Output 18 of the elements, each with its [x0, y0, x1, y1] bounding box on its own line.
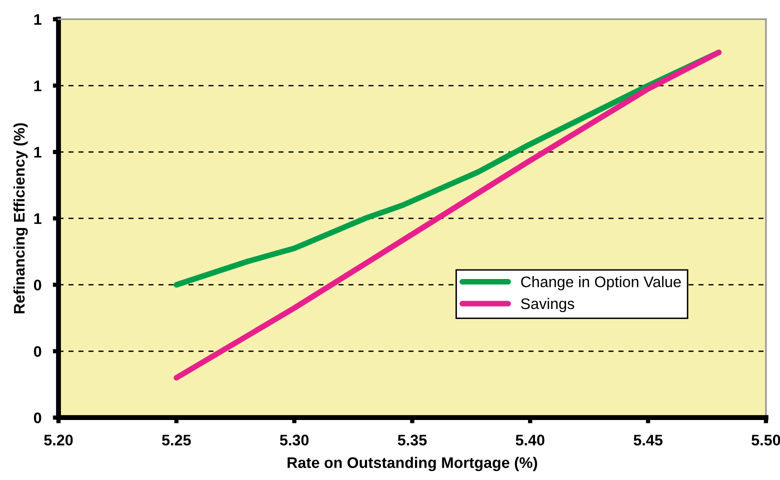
x-tick-label: 5.45: [634, 434, 662, 446]
x-tick-label: 5.40: [516, 434, 544, 446]
x-tick-label: 5.50: [752, 434, 780, 446]
y-tick-label: 0: [34, 346, 42, 357]
x-axis-title: Rate on Outstanding Mortgage (%): [288, 456, 538, 472]
x-tick-label: 5.20: [44, 434, 73, 446]
y-axis-title: Refinancing Efficiency (%): [13, 123, 28, 314]
y-tick-label: 1: [34, 14, 42, 25]
y-tick-label: 1: [34, 147, 42, 158]
x-tick-label: 5.25: [162, 434, 191, 446]
legend-label: Change in Option Value: [521, 276, 681, 290]
legend-label: Savings: [521, 298, 574, 312]
x-tick-label: 5.30: [280, 434, 309, 446]
y-tick-label: 0: [34, 412, 42, 424]
y-tick-label: 0: [34, 280, 42, 290]
y-tick-label: 1: [34, 80, 42, 92]
y-tick-label: 1: [34, 213, 42, 224]
x-tick-label: 5.35: [398, 434, 427, 446]
